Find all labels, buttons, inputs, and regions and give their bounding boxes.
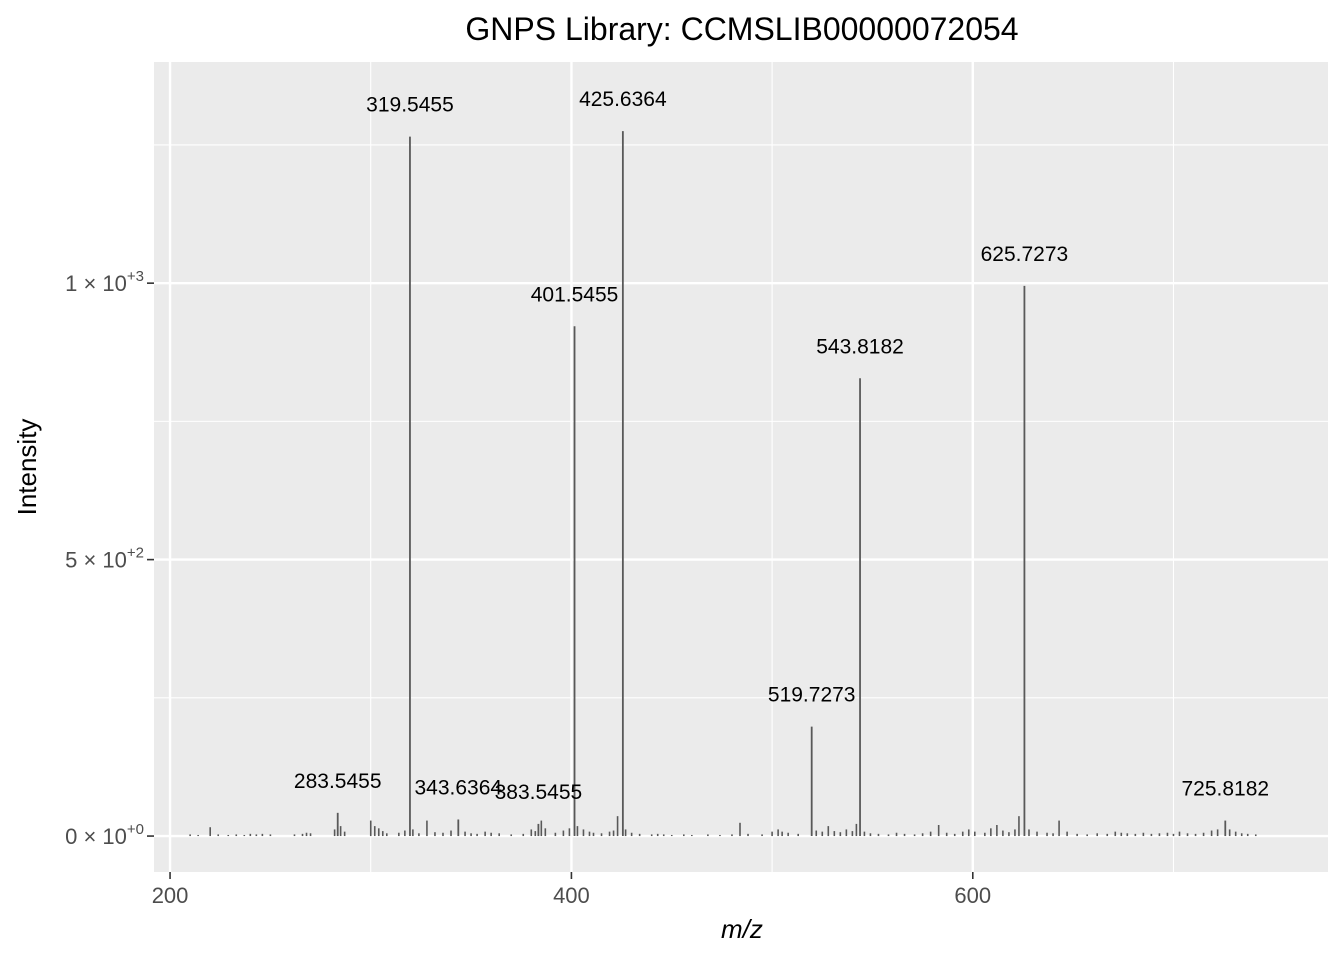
x-axis-title: m/z [721,914,763,944]
chart-title: GNPS Library: CCMSLIB00000072054 [465,11,1018,47]
peak-label: 283.5455 [294,770,382,793]
y-axis-title: Intensity [12,419,42,516]
y-axis: 0 × 10+0 5 × 10+2 1 × 10+3 [65,268,154,849]
y-tick-mantissa: 5 × 10 [65,548,127,573]
peak-label: 319.5455 [366,94,454,117]
x-tick-label: 400 [553,883,590,908]
y-tick-label: 5 × 10+2 [65,545,144,573]
y-tick-exponent: +3 [127,268,144,285]
y-tick-mantissa: 1 × 10 [65,271,127,296]
spectrum-bars [189,131,1257,837]
x-tick-label: 200 [152,883,189,908]
peak-label: 383.5455 [495,781,583,804]
x-axis: 200 400 600 [152,872,991,908]
x-tick-label: 600 [954,883,991,908]
peak-label: 401.5455 [531,283,619,306]
y-tick-label: 1 × 10+3 [65,268,144,296]
peak-label: 543.8182 [816,335,904,358]
peak-label: 625.7273 [981,243,1069,266]
plot-panel [154,62,1328,872]
y-tick-exponent: +0 [127,821,144,838]
y-tick-mantissa: 0 × 10 [65,824,127,849]
y-tick-label: 0 × 10+0 [65,821,144,849]
y-tick-exponent: +2 [127,545,144,562]
peak-label: 725.8182 [1181,778,1269,801]
peak-label: 425.6364 [579,88,667,111]
major-gridlines [154,62,1328,872]
peak-label: 519.7273 [768,684,856,707]
peak-label: 343.6364 [415,776,503,799]
minor-gridlines [154,62,1328,872]
